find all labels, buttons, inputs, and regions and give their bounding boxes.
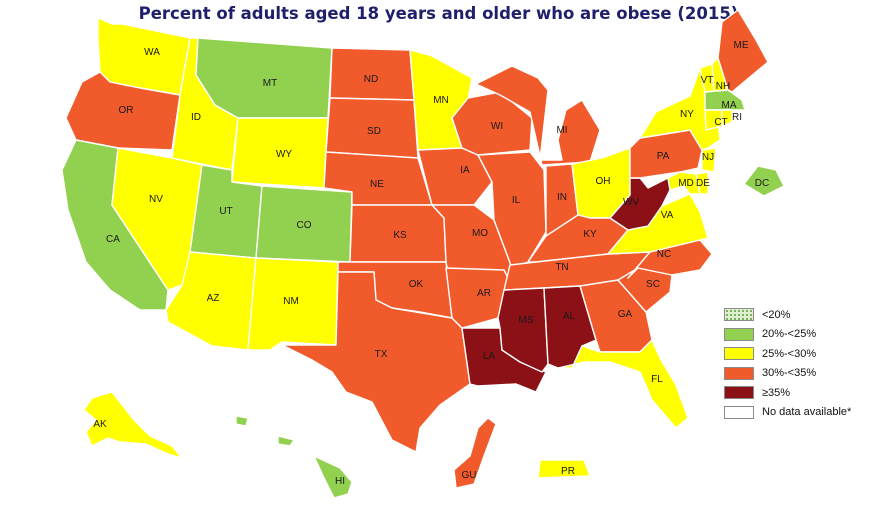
label-CO: CO <box>297 220 312 231</box>
label-MA: MA <box>722 100 737 111</box>
label-FL: FL <box>651 374 663 385</box>
label-ND: ND <box>364 74 378 85</box>
label-TN: TN <box>555 262 568 273</box>
legend-item-ge35: ≥35% <box>724 383 851 403</box>
label-WA: WA <box>144 47 160 58</box>
label-MD: MD <box>678 178 694 189</box>
label-NH: NH <box>716 81 730 92</box>
label-SD: SD <box>367 126 381 137</box>
state-NJ[interactable] <box>701 147 717 173</box>
label-RI: RI <box>732 112 742 123</box>
label-IL: IL <box>512 195 521 206</box>
label-LA: LA <box>483 351 496 362</box>
label-PA: PA <box>657 151 670 162</box>
legend-label-nodata: No data available* <box>762 406 852 419</box>
state-MD[interactable] <box>667 171 701 195</box>
legend-label-20to25: 20%-<25% <box>762 328 817 341</box>
legend-swatch-nodata <box>724 405 754 419</box>
label-OH: OH <box>596 176 611 187</box>
label-ID: ID <box>191 112 201 123</box>
label-SC: SC <box>646 279 660 290</box>
state-RI[interactable] <box>721 109 733 127</box>
label-UT: UT <box>219 206 232 217</box>
legend-item-30to35: 30%-<35% <box>724 364 851 384</box>
label-CA: CA <box>106 234 120 245</box>
legend-swatch-lt20 <box>724 308 754 322</box>
state-ME[interactable] <box>717 9 769 93</box>
state-OR[interactable] <box>65 71 181 151</box>
label-VA: VA <box>661 210 674 221</box>
label-MN: MN <box>433 95 449 106</box>
label-CT: CT <box>714 117 727 128</box>
label-ME: ME <box>734 40 749 51</box>
state-DC[interactable] <box>743 165 785 197</box>
label-NY: NY <box>680 109 694 120</box>
label-AK: AK <box>93 419 107 430</box>
label-DE: DE <box>696 178 710 189</box>
label-VT: VT <box>701 75 714 86</box>
legend-swatch-25to30 <box>724 347 754 361</box>
legend-item-lt20: <20% <box>724 305 851 325</box>
label-TX: TX <box>375 349 388 360</box>
label-WV: WV <box>623 197 639 208</box>
label-IN: IN <box>557 192 567 203</box>
legend-swatch-20to25 <box>724 327 754 341</box>
legend-swatch-30to35 <box>724 366 754 380</box>
label-MT: MT <box>263 78 277 89</box>
label-NC: NC <box>657 249 671 260</box>
label-HI: HI <box>335 476 345 487</box>
legend-label-lt20: <20% <box>762 308 791 321</box>
label-IA: IA <box>460 165 470 176</box>
state-MI[interactable] <box>475 65 601 166</box>
label-MI: MI <box>556 125 567 136</box>
state-PR[interactable] <box>537 459 591 479</box>
label-NJ: NJ <box>702 152 714 163</box>
legend-label-25to30: 25%-<30% <box>762 347 817 360</box>
legend-item-25to30: 25%-<30% <box>724 344 851 364</box>
state-AK[interactable] <box>83 391 183 459</box>
label-GU: GU <box>462 470 477 481</box>
label-MO: MO <box>472 228 488 239</box>
label-OK: OK <box>409 279 424 290</box>
label-GA: GA <box>618 309 633 320</box>
label-NM: NM <box>283 296 299 307</box>
legend-item-20to25: 20%-<25% <box>724 325 851 345</box>
label-OR: OR <box>119 105 134 116</box>
label-NV: NV <box>149 194 163 205</box>
label-WI: WI <box>491 121 503 132</box>
label-PR: PR <box>561 466 575 477</box>
state-HI-islands[interactable] <box>235 415 295 447</box>
label-KY: KY <box>583 229 597 240</box>
label-MS: MS <box>519 315 534 326</box>
state-TX[interactable] <box>281 271 471 453</box>
label-NE: NE <box>370 179 384 190</box>
state-FL[interactable] <box>557 339 689 429</box>
legend: <20% 20%-<25% 25%-<30% 30%-<35% ≥35% No … <box>724 305 851 422</box>
label-KS: KS <box>393 230 407 241</box>
label-WY: WY <box>276 149 292 160</box>
legend-item-nodata: No data available* <box>724 403 851 423</box>
label-DC: DC <box>755 178 769 189</box>
legend-label-ge35: ≥35% <box>762 386 791 399</box>
state-GU[interactable] <box>453 417 497 489</box>
legend-label-30to35: 30%-<35% <box>762 367 817 380</box>
label-AL: AL <box>563 311 576 322</box>
legend-swatch-ge35 <box>724 386 754 400</box>
map-title: Percent of adults aged 18 years and olde… <box>138 4 739 23</box>
label-AZ: AZ <box>207 293 220 304</box>
state-labels: WA OR CA ID NV MT WY UT CO AZ NM ND SD N… <box>93 40 769 487</box>
state-HI[interactable] <box>313 455 353 499</box>
label-AR: AR <box>477 288 491 299</box>
